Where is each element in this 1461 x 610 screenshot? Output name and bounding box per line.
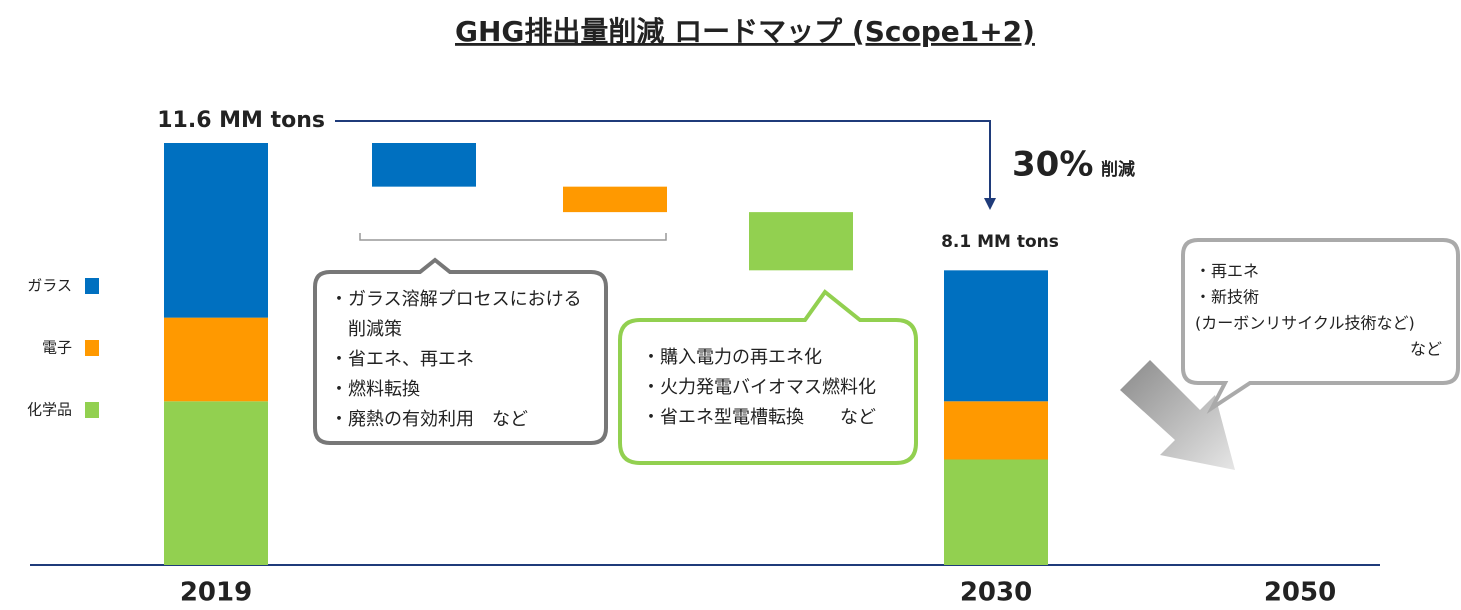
reduction-value: 30% xyxy=(1012,145,1093,185)
connector-arrow xyxy=(984,198,996,210)
reduction-bar xyxy=(563,186,667,213)
callout-text: 削減策 xyxy=(330,319,402,340)
future-arrow xyxy=(1120,360,1235,470)
callout-text: ・再エネ xyxy=(1195,262,1259,281)
total-label: 11.6 MM tons xyxy=(157,108,325,133)
connector xyxy=(335,120,991,200)
legend-swatch xyxy=(85,278,99,294)
x-tick-label: 2050 xyxy=(1264,578,1336,608)
callout-text: ・購入電力の再エネ化 xyxy=(642,347,822,368)
callout-text: など xyxy=(1410,340,1442,359)
callout-box xyxy=(1181,238,1460,414)
bar-segment xyxy=(944,270,1048,402)
legend-swatch xyxy=(85,340,99,356)
callout-text: ・省エネ、再エネ xyxy=(330,349,474,370)
bar-segment xyxy=(944,459,1048,565)
legend-label: 化学品 xyxy=(27,401,72,419)
callout-text: ・燃料転換 xyxy=(330,379,420,400)
bar-segment xyxy=(164,317,268,402)
callout-box xyxy=(313,257,608,445)
callout-text: ・省エネ型電槽転換 など xyxy=(642,407,876,428)
legend-label: 電子 xyxy=(42,339,72,357)
callout-text: ・新技術 xyxy=(1195,288,1259,307)
callout-text: ・ガラス溶解プロセスにおける xyxy=(330,289,582,310)
bar-segment xyxy=(164,143,268,318)
callout-text: ・廃熱の有効利用 など xyxy=(330,409,528,430)
legend-swatch xyxy=(85,402,99,418)
reduction-bar xyxy=(372,143,476,187)
reduction-text: 削減 xyxy=(1101,159,1135,180)
reduction-bar xyxy=(749,212,853,271)
legend-label: ガラス xyxy=(27,277,72,295)
chart-title: GHG排出量削減 ロードマップ (Scope1+2) xyxy=(455,15,1035,48)
callout-text: (カーボンリサイクル技術など) xyxy=(1195,314,1415,333)
callout-box xyxy=(618,289,918,465)
callout-text: ・火力発電バイオマス燃料化 xyxy=(642,377,876,398)
total-label: 8.1 MM tons xyxy=(941,232,1059,252)
x-tick-label: 2019 xyxy=(180,578,252,608)
bracket xyxy=(359,233,667,241)
x-tick-label: 2030 xyxy=(960,578,1032,608)
bar-segment xyxy=(164,401,268,565)
bar-segment xyxy=(944,401,1048,460)
